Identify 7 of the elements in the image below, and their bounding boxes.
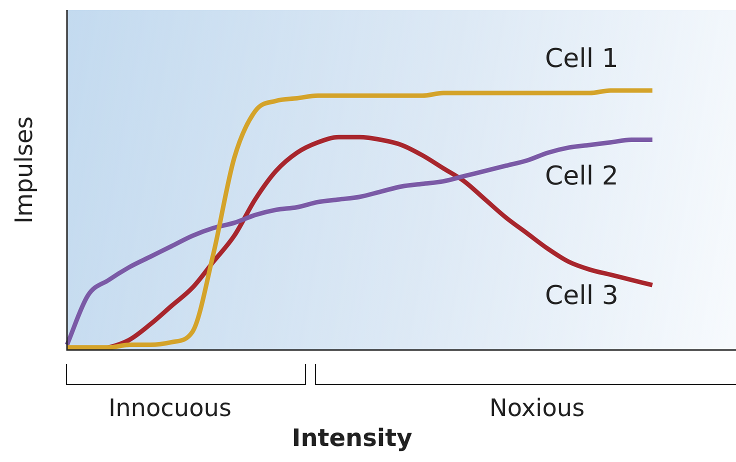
series-label: Cell 2 <box>545 162 618 192</box>
series-label: Cell 3 <box>545 280 618 311</box>
text: Innocuous <box>108 394 232 422</box>
text: Noxious <box>489 394 585 422</box>
x-axis-title: Intensity <box>292 424 413 452</box>
series-label: Cell 1 <box>545 44 618 74</box>
y-axis-title: Impulses <box>10 116 38 224</box>
